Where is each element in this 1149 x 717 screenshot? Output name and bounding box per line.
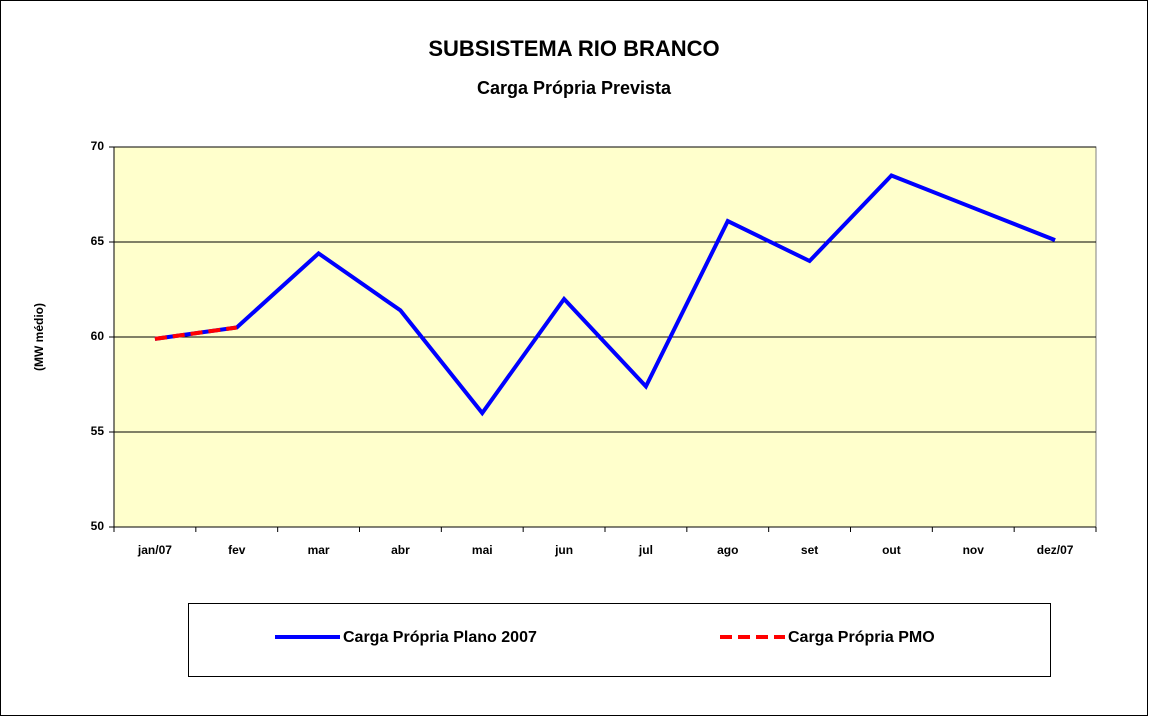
x-tick-label: jul — [638, 543, 653, 557]
x-tick-label: jan/07 — [137, 543, 172, 557]
x-tick-label: fev — [228, 543, 246, 557]
y-axis-label: (MW médio) — [32, 303, 46, 371]
x-tick-label: abr — [391, 543, 410, 557]
y-tick-label: 65 — [91, 234, 105, 248]
y-tick-label: 70 — [91, 139, 105, 153]
y-tick-label: 60 — [91, 329, 105, 343]
y-tick-label: 55 — [91, 424, 105, 438]
x-tick-label: nov — [963, 543, 985, 557]
legend-label: Carga Própria PMO — [788, 629, 935, 646]
series-line — [154, 325, 238, 341]
y-tick-label: 50 — [91, 519, 105, 533]
x-tick-label: jun — [554, 543, 573, 557]
series-line — [154, 173, 1056, 417]
legend-label: Carga Própria Plano 2007 — [343, 629, 537, 646]
x-tick-label: set — [801, 543, 818, 557]
x-tick-label: mar — [308, 543, 330, 557]
x-tick-label: dez/07 — [1037, 543, 1074, 557]
legend-box — [188, 603, 1051, 677]
x-tick-label: out — [882, 543, 901, 557]
x-tick-label: ago — [717, 543, 738, 557]
x-tick-label: mai — [472, 543, 493, 557]
chart-subtitle: Carga Própria Prevista — [477, 78, 672, 98]
chart-title: SUBSISTEMA RIO BRANCO — [428, 36, 719, 61]
